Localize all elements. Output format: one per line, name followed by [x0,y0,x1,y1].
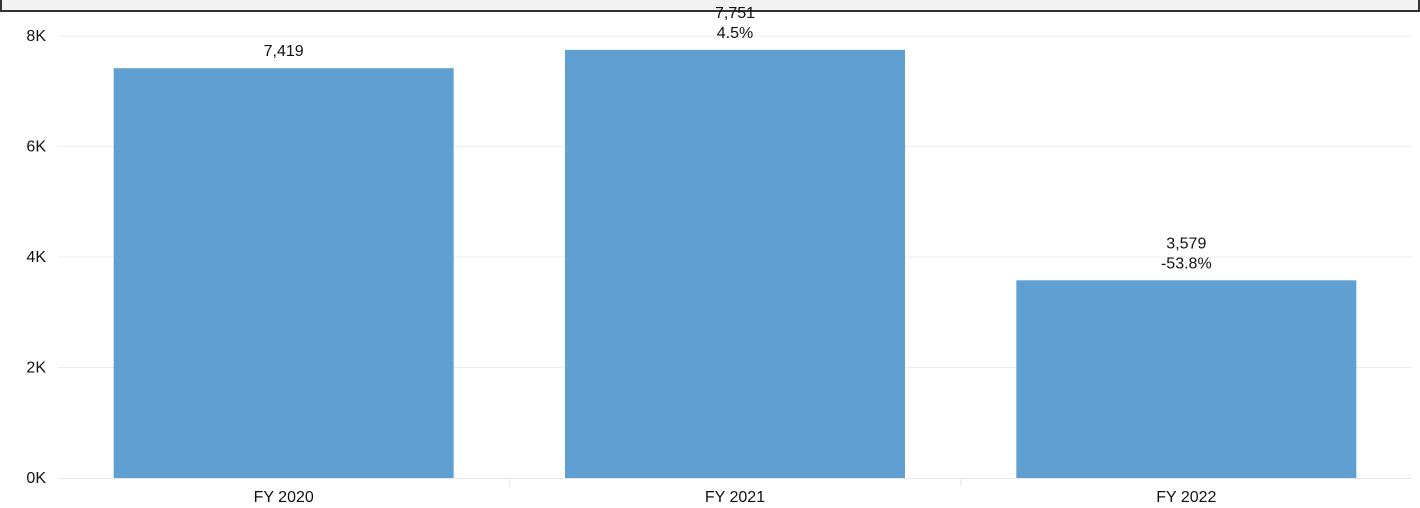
y-tick-label: 8K [26,28,46,45]
data-label-value: 3,579 [1166,235,1206,252]
top-panel-strip [0,0,1420,12]
x-tick-label: FY 2021 [705,489,765,506]
y-tick-label: 6K [26,139,46,156]
data-label-change: 4.5% [717,25,753,42]
y-tick-label: 4K [26,249,46,266]
axes: 0K 2K 4K 6K 8K FY 2020 FY 2021 FY 2022 [26,28,1412,506]
x-tick-label: FY 2022 [1156,489,1216,506]
y-tick-label: 2K [26,360,46,377]
bar-fy-2020[interactable] [113,68,454,478]
bar-fy-2022[interactable] [1016,280,1357,478]
bars [113,49,1357,479]
bar-fy-2021[interactable] [565,49,905,479]
y-tick-label: 0K [26,470,46,487]
x-tick-label: FY 2020 [254,489,314,506]
data-label-value: 7,419 [264,43,304,60]
data-label-change: -53.8% [1161,255,1212,272]
data-labels: 7,419 7,751 4.5% 3,579 -53.8% [264,5,1212,272]
data-label-value: 7,751 [715,5,755,22]
